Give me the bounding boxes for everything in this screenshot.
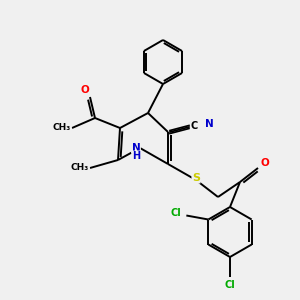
Text: N: N	[132, 143, 140, 153]
Text: N: N	[205, 119, 213, 129]
Text: CH₃: CH₃	[71, 164, 89, 172]
Text: O: O	[81, 85, 89, 95]
Text: CH₃: CH₃	[53, 124, 71, 133]
Text: Cl: Cl	[225, 280, 236, 290]
Text: O: O	[261, 158, 269, 168]
Text: S: S	[192, 173, 200, 183]
Text: Cl: Cl	[171, 208, 182, 218]
Text: H: H	[132, 151, 140, 161]
Text: C: C	[190, 121, 198, 131]
